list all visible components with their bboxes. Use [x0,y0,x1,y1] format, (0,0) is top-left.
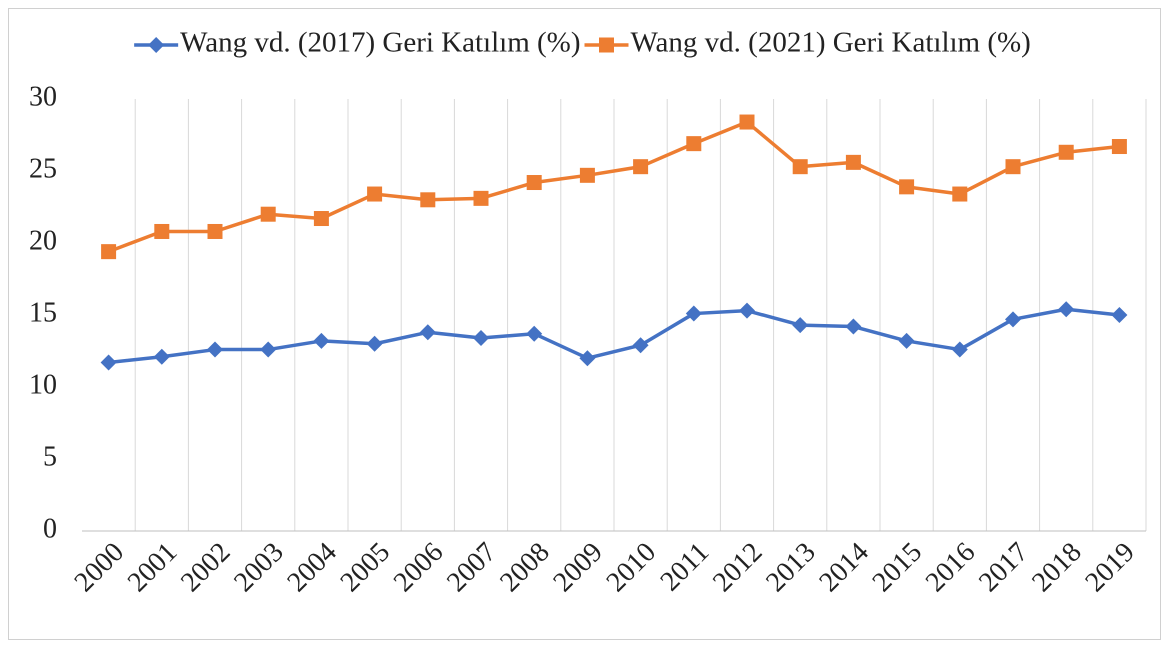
data-point [845,154,861,170]
data-point [366,335,383,352]
chart-border [8,8,1161,640]
data-point [473,330,489,347]
data-point [260,341,277,358]
data-point [526,175,542,191]
data-point [579,350,596,367]
data-point [1111,307,1128,323]
y-tick-label: 10 [29,369,57,400]
data-point [207,223,223,239]
data-point [101,244,117,260]
y-tick-label: 30 [29,81,57,112]
data-point [899,179,915,195]
data-point [313,332,330,349]
data-point [313,211,329,227]
series-line [108,307,1120,365]
data-point [473,190,489,206]
data-point [739,114,755,130]
data-point [153,348,170,365]
data-point [952,186,968,202]
data-point [367,186,383,202]
y-tick-label: 20 [29,225,57,256]
y-tick-label: 15 [29,297,57,328]
data-point [526,325,543,342]
data-point [686,136,702,152]
data-point [1058,301,1075,318]
data-point [419,324,436,341]
data-point [1005,159,1021,175]
data-point [1005,311,1021,328]
data-point [260,206,276,222]
data-point [685,305,702,322]
legend-marker [599,37,614,53]
data-point [951,341,968,358]
data-point [632,337,649,354]
data-point [633,159,649,175]
y-tick-label: 25 [29,153,57,184]
legend-label: Wang vd. (2021) Geri Katılım (%) [631,27,1031,59]
data-point [154,223,170,239]
data-point [420,192,436,208]
data-point [792,159,808,175]
data-point [100,354,117,371]
data-point [1058,144,1074,160]
legend: Wang vd. (2017) Geri Katılım (%) Wang vd.… [134,27,1031,59]
y-tick-label: 0 [43,513,57,544]
series-line [107,120,1120,254]
y-tick-label: 5 [43,441,57,472]
data-point [792,317,809,334]
data-point [579,167,595,183]
data-point [898,332,915,349]
data-point [845,318,862,335]
data-point [207,341,223,358]
data-point [739,302,755,319]
legend-marker [148,37,165,53]
legend-label: Wang vd. (2017) Geri Katılım (%) [180,27,580,59]
data-point [1111,139,1127,155]
